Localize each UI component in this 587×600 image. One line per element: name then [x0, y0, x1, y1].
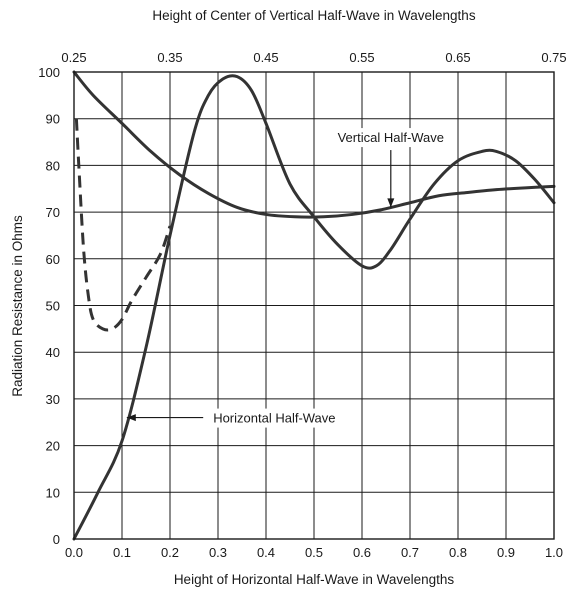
y-tick-label: 0 — [53, 532, 60, 547]
x2-tick-label: 0.75 — [541, 50, 566, 65]
y-tick-label: 80 — [46, 158, 60, 173]
tick-labels: 0.0 0.1 0.2 0.3 0.4 0.5 0.6 0.7 0.8 0.9 1.0 0.25 0.3… — [38, 50, 566, 560]
x-tick-label: 0.7 — [401, 545, 419, 560]
x-tick-label: 1.0 — [545, 545, 563, 560]
x-tick-label: 0.5 — [305, 545, 323, 560]
y-axis-title: Radiation Resistance in Ohms — [10, 215, 25, 397]
y-tick-label: 70 — [46, 205, 60, 220]
x-tick-label: 0.6 — [353, 545, 371, 560]
x-tick-label: 0.9 — [497, 545, 515, 560]
annotations: Vertical Half-Wave Horizontal Half-Wave — [126, 128, 449, 428]
x-tick-label: 0.2 — [161, 545, 179, 560]
y-tick-label: 10 — [46, 485, 60, 500]
x-tick-label: 0.4 — [257, 545, 275, 560]
y-tick-label: 90 — [46, 112, 60, 127]
annotation-label-background — [333, 128, 449, 148]
series-line-vertical-half-wave — [72, 70, 556, 219]
y-tick-label: 100 — [38, 65, 60, 80]
bottom-axis-title: Height of Horizontal Half-Wave in Wavele… — [174, 572, 455, 587]
series-lines — [72, 70, 556, 541]
x2-tick-label: 0.65 — [445, 50, 470, 65]
annotation-label: Vertical Half-Wave — [338, 130, 444, 145]
y-tick-label: 20 — [46, 439, 60, 454]
plot-frame — [73, 71, 555, 540]
annotation-label-background — [209, 408, 340, 428]
x2-tick-label: 0.25 — [61, 50, 86, 65]
x-tick-label: 0.0 — [65, 545, 83, 560]
x2-tick-label: 0.35 — [157, 50, 182, 65]
x-tick-label: 0.3 — [209, 545, 227, 560]
y-tick-label: 40 — [46, 345, 60, 360]
x2-tick-label: 0.45 — [253, 50, 278, 65]
y-tick-label: 30 — [46, 392, 60, 407]
y-tick-label: 60 — [46, 252, 60, 267]
top-axis-title: Height of Center of Vertical Half-Wave i… — [152, 8, 475, 23]
series-line-dashed — [74, 118, 172, 332]
annotation-label: Horizontal Half-Wave — [213, 411, 335, 426]
series-line-horizontal-half-wave — [72, 74, 556, 541]
annotation-arrow-head — [387, 198, 395, 208]
annotation-arrow-head — [126, 414, 136, 422]
x-tick-label: 0.1 — [113, 545, 131, 560]
x-tick-label: 0.8 — [449, 545, 467, 560]
y-tick-label: 50 — [46, 299, 60, 314]
x2-tick-label: 0.55 — [349, 50, 374, 65]
